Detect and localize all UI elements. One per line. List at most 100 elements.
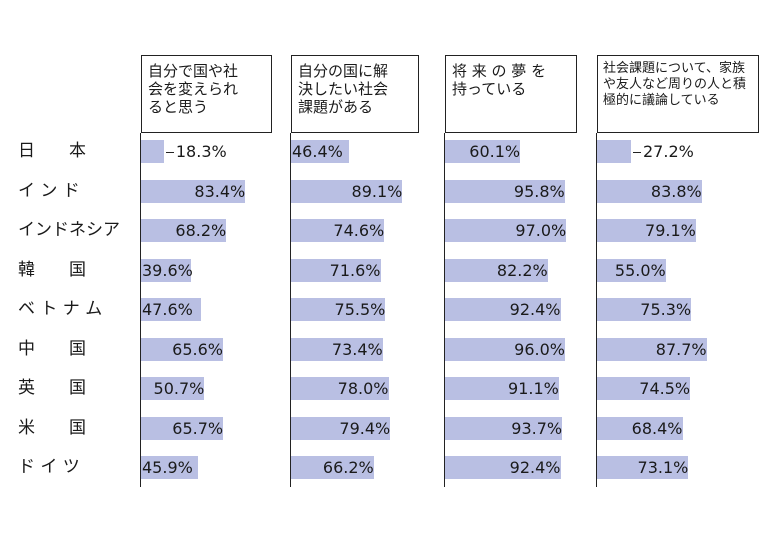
data-label: 68.2% [175, 221, 227, 240]
data-label: 96.0% [514, 339, 565, 359]
data-label: 78.0% [337, 379, 389, 398]
data-label: 60.1% [469, 142, 521, 161]
bar [597, 258, 666, 282]
data-label: 75.3% [640, 300, 692, 319]
data-label: 82.2% [496, 260, 548, 280]
data-label: 71.6% [329, 260, 381, 280]
country-label: 米 国 [18, 417, 86, 438]
leader-line [165, 151, 174, 153]
data-label: 97.0% [515, 221, 567, 240]
data-label: 92.4% [509, 458, 561, 477]
bar [141, 298, 201, 321]
data-label: 47.6% [142, 300, 193, 319]
data-label: 50.7% [153, 379, 205, 398]
column-header-2: 自分の国に解 決したい社会 課題がある [291, 55, 419, 133]
data-label: 79.4% [339, 418, 391, 438]
bar [291, 258, 381, 282]
column-header-line: 自分で国や社 [148, 62, 239, 80]
data-label: 68.4% [631, 418, 683, 438]
column-axis-line [596, 133, 597, 487]
bar [597, 416, 683, 440]
data-label: 73.4% [331, 339, 383, 359]
data-label: 83.8% [650, 181, 702, 201]
data-label: 66.2% [322, 458, 374, 477]
country-label: 韓 国 [18, 259, 86, 280]
bar [291, 377, 389, 400]
bar [141, 179, 246, 203]
data-label: 18.3% [175, 142, 227, 161]
column-axis-line [290, 133, 291, 487]
data-label: 91.1% [508, 379, 559, 398]
bar [445, 258, 548, 282]
bar [291, 337, 383, 361]
data-label: 65.6% [172, 339, 223, 359]
data-label: 46.4% [292, 142, 343, 161]
data-label: 75.5% [334, 300, 386, 319]
bar [141, 140, 164, 163]
column-axis-line [140, 133, 141, 487]
bar [597, 377, 691, 400]
column-header-line: 決したい社会 [298, 80, 389, 98]
country-label: ベ ト ナ ム [18, 299, 103, 319]
data-label: 92.4% [509, 300, 561, 319]
data-label: 74.6% [333, 221, 385, 240]
data-label: 27.2% [643, 142, 694, 161]
bar [445, 298, 561, 321]
data-label: 73.1% [637, 458, 689, 477]
bar [291, 140, 349, 163]
data-label: 74.5% [639, 379, 691, 398]
bar [291, 179, 403, 203]
column-header-line: 自分の国に解 [298, 62, 389, 80]
bar [291, 456, 374, 479]
bar [141, 377, 205, 400]
column-header-line: 課題がある [298, 98, 374, 116]
data-label: 93.7% [511, 418, 563, 438]
country-label: インドネシア [18, 220, 120, 240]
bar [445, 140, 521, 163]
bar [141, 456, 199, 479]
data-label: 39.6% [142, 260, 193, 280]
column-header-3: 将 来 の 夢 を持っている [445, 55, 577, 133]
column-axis-line [444, 133, 445, 487]
data-label: 65.7% [172, 418, 224, 438]
bar [445, 179, 565, 203]
column-header-line: や友人など周りの人と積 [603, 77, 747, 92]
country-label: イ ン ド [18, 180, 80, 201]
column-header-line: 社会課題について、家族 [603, 61, 745, 76]
bar [141, 337, 223, 361]
bar [291, 416, 391, 440]
data-label: 79.1% [645, 221, 696, 240]
column-header-line: 持っている [452, 80, 527, 98]
data-label: 55.0% [614, 260, 666, 280]
column-header-line: 会を変えられ [148, 80, 239, 98]
bar [141, 416, 224, 440]
bar [445, 456, 561, 479]
data-label: 89.1% [351, 181, 403, 201]
bar [597, 219, 696, 242]
bar [291, 219, 385, 242]
bar [597, 179, 702, 203]
column-header-1: 自分で国や社 会を変えられ ると思う [141, 55, 272, 133]
bar [597, 140, 631, 163]
country-label: 日 本 [18, 141, 86, 161]
bar [141, 258, 191, 282]
country-label: 英 国 [18, 378, 86, 398]
bar [597, 456, 689, 479]
data-label: 83.4% [194, 181, 246, 201]
data-label: 45.9% [142, 458, 193, 477]
column-header-line: ると思う [148, 98, 209, 116]
bar [445, 416, 563, 440]
country-label: ド イ ツ [18, 457, 80, 477]
column-header-line: 極的に議論している [603, 93, 720, 108]
country-label: 中 国 [18, 338, 86, 359]
bar [597, 298, 692, 321]
bar [597, 337, 707, 361]
column-header-line: 将 来 の 夢 を [452, 62, 547, 80]
bar [445, 337, 565, 361]
bar [291, 298, 386, 321]
column-header-4: 社会課題について、家族 や友人など周りの人と積 極的に議論している [597, 55, 759, 133]
bar [445, 219, 567, 242]
bar [141, 219, 227, 242]
data-label: 95.8% [513, 181, 565, 201]
